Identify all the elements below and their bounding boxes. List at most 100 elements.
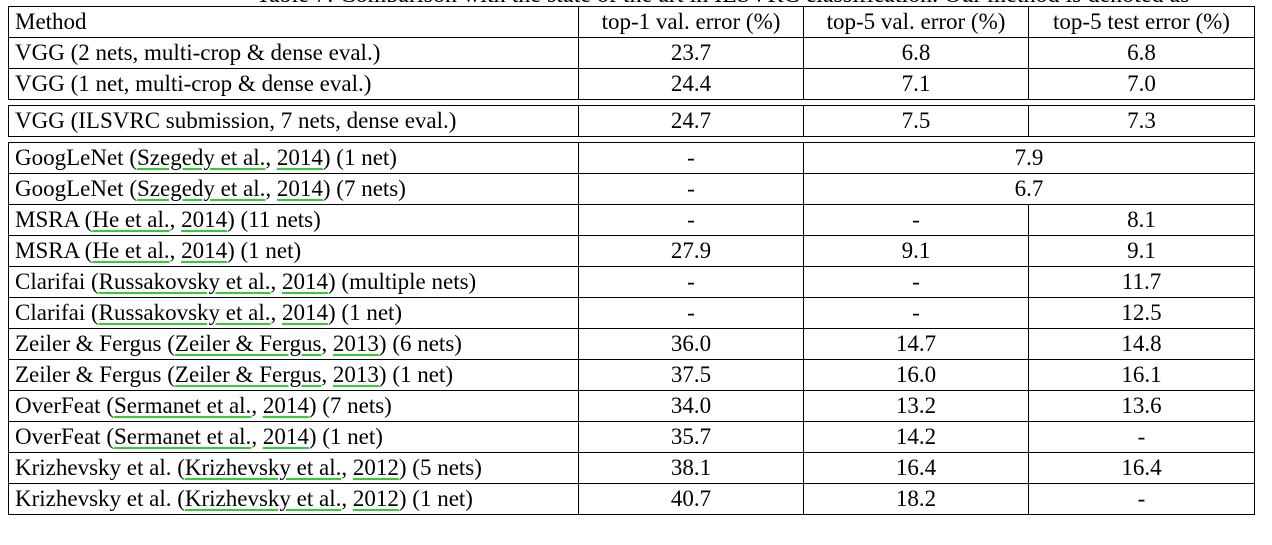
top1-val-cell: 40.7 (578, 483, 804, 515)
caption-fragment: Table 7: Comparison with the state of th… (256, 0, 1189, 2)
top5-val-cell: 16.4 (803, 452, 1029, 484)
citation-author-link[interactable]: Krizhevsky et al. (184, 486, 342, 511)
method-name: VGG (1 net, multi-crop & dense eval.) (15, 71, 372, 96)
citation-author-link[interactable]: Zeiler & Fergus (174, 362, 322, 387)
method-suffix: ) (5 nets) (398, 455, 482, 480)
table-row: VGG (2 nets, multi-crop & dense eval.) 23… (8, 37, 1255, 69)
method-name: Clarifai ( (15, 300, 99, 325)
header-top1-val: top-1 val. error (%) (578, 6, 804, 38)
method-cell: MSRA (He et al., 2014) (11 nets) (8, 204, 579, 236)
top5-test-cell: 13.6 (1028, 390, 1255, 422)
table-row: Krizhevsky et al. (Krizhevsky et al., 20… (8, 452, 1255, 484)
method-suffix: ) (6 nets) (378, 331, 462, 356)
citation-year-link[interactable]: 2012 (352, 486, 399, 511)
citation-author-link[interactable]: Szegedy et al. (137, 145, 266, 170)
citation-author-link[interactable]: Sermanet et al. (114, 393, 252, 418)
citation-author-link[interactable]: He et al. (92, 238, 170, 263)
method-cell: Zeiler & Fergus (Zeiler & Fergus, 2013) … (8, 359, 579, 391)
citation-author-link[interactable]: Sermanet et al. (114, 424, 252, 449)
top1-val-cell: - (578, 204, 804, 236)
top1-val-cell: 36.0 (578, 328, 804, 360)
top5-val-cell: 16.0 (803, 359, 1029, 391)
top5-val-cell: 6.8 (803, 37, 1029, 69)
method-cell: MSRA (He et al., 2014) (1 net) (8, 235, 579, 267)
method-cell: VGG (2 nets, multi-crop & dense eval.) (8, 37, 579, 69)
header-top5-test: top-5 test error (%) (1028, 6, 1255, 38)
method-cell: VGG (ILSVRC submission, 7 nets, dense ev… (8, 105, 579, 137)
method-suffix: ) (1 net) (322, 145, 397, 170)
citation-year-link[interactable]: 2014 (262, 424, 309, 449)
top5-test-cell: 7.3 (1028, 105, 1255, 137)
method-name: OverFeat ( (15, 393, 114, 418)
table-row: MSRA (He et al., 2014) (1 net) 27.9 9.1 9.1 (8, 235, 1255, 267)
top5-test-cell: - (1028, 483, 1255, 515)
method-name: OverFeat ( (15, 424, 114, 449)
top5-val-cell: 14.2 (803, 421, 1029, 453)
method-suffix: ) (1 net) (227, 238, 302, 263)
top5-test-cell: 8.1 (1028, 204, 1255, 236)
citation-author-link[interactable]: He et al. (92, 207, 170, 232)
method-name: Krizhevsky et al. ( (15, 455, 185, 480)
method-cell: Krizhevsky et al. (Krizhevsky et al., 20… (8, 483, 579, 515)
method-cell: GoogLeNet (Szegedy et al., 2014) (7 nets… (8, 173, 579, 205)
top1-val-cell: 24.4 (578, 68, 804, 100)
table-row: OverFeat (Sermanet et al., 2014) (1 net)… (8, 421, 1255, 453)
citation-author-link[interactable]: Krizhevsky et al. (184, 455, 342, 480)
citation-year-link[interactable]: 2013 (332, 331, 379, 356)
table-row: VGG (1 net, multi-crop & dense eval.) 24.… (8, 68, 1255, 100)
top1-val-cell: 27.9 (578, 235, 804, 267)
top5-test-cell: 16.4 (1028, 452, 1255, 484)
method-suffix: ) (1 net) (308, 424, 383, 449)
method-name: MSRA ( (15, 238, 93, 263)
method-cell: OverFeat (Sermanet et al., 2014) (1 net) (8, 421, 579, 453)
header-row: Method top-1 val. error (%) top-5 val. e… (8, 6, 1255, 38)
method-name: MSRA ( (15, 207, 93, 232)
citation-year-link[interactable]: 2014 (276, 145, 323, 170)
citation-year-link[interactable]: 2014 (181, 207, 228, 232)
citation-author-link[interactable]: Szegedy et al. (137, 176, 266, 201)
method-suffix: ) (11 nets) (227, 207, 321, 232)
top5-test-cell: 6.8 (1028, 37, 1255, 69)
top5-val-cell: 13.2 (803, 390, 1029, 422)
top5-val-cell: 9.1 (803, 235, 1029, 267)
top5-test-cell: - (1028, 421, 1255, 453)
citation-year-link[interactable]: 2013 (332, 362, 379, 387)
top5-val-cell: 7.5 (803, 105, 1029, 137)
top5-test-cell: 9.1 (1028, 235, 1255, 267)
table-row: Zeiler & Fergus (Zeiler & Fergus, 2013) … (8, 328, 1255, 360)
method-name: Clarifai ( (15, 269, 99, 294)
top5-val-cell: - (803, 204, 1029, 236)
top1-val-cell: 38.1 (578, 452, 804, 484)
top5-val-cell: - (803, 297, 1029, 329)
citation-year-link[interactable]: 2014 (181, 238, 228, 263)
top5-val-cell: - (803, 266, 1029, 298)
table-row: MSRA (He et al., 2014) (11 nets) - -8.1 (8, 204, 1255, 236)
citation-year-link[interactable]: 2014 (282, 300, 329, 325)
citation-year-link[interactable]: 2014 (282, 269, 329, 294)
top1-val-cell: 24.7 (578, 105, 804, 137)
top1-val-cell: - (578, 142, 804, 174)
citation-year-link[interactable]: 2012 (352, 455, 399, 480)
method-cell: Clarifai (Russakovsky et al., 2014) (mul… (8, 266, 579, 298)
top5-val-cell: 18.2 (803, 483, 1029, 515)
method-suffix: ) (7 nets) (322, 176, 406, 201)
method-cell: OverFeat (Sermanet et al., 2014) (7 nets… (8, 390, 579, 422)
table-row: Krizhevsky et al. (Krizhevsky et al., 20… (8, 483, 1255, 515)
top5-test-cell: 12.5 (1028, 297, 1255, 329)
header-top5-val: top-5 val. error (%) (803, 6, 1029, 38)
citation-year-link[interactable]: 2014 (262, 393, 309, 418)
method-cell: GoogLeNet (Szegedy et al., 2014) (1 net) (8, 142, 579, 174)
top1-val-cell: - (578, 297, 804, 329)
citation-year-link[interactable]: 2014 (276, 176, 323, 201)
method-suffix: ) (1 net) (378, 362, 453, 387)
method-name: GoogLeNet ( (15, 176, 137, 201)
top5-val-cell: 7.1 (803, 68, 1029, 100)
top5-test-cell: 16.1 (1028, 359, 1255, 391)
citation-author-link[interactable]: Zeiler & Fergus (174, 331, 322, 356)
top1-val-cell: - (578, 173, 804, 205)
citation-author-link[interactable]: Russakovsky et al. (98, 300, 271, 325)
method-name: Zeiler & Fergus ( (15, 362, 175, 387)
method-cell: Krizhevsky et al. (Krizhevsky et al., 20… (8, 452, 579, 484)
table-row: Clarifai (Russakovsky et al., 2014) (mul… (8, 266, 1255, 298)
citation-author-link[interactable]: Russakovsky et al. (98, 269, 271, 294)
